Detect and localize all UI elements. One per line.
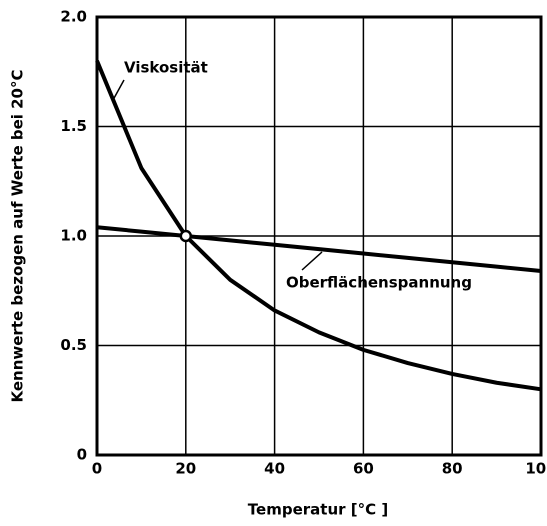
x-axis-label: Temperatur [°C ] xyxy=(248,501,388,519)
line-series xyxy=(95,60,542,392)
reference-point xyxy=(179,229,193,243)
leader-line xyxy=(301,251,323,271)
x-tick-label: 80 xyxy=(442,460,463,478)
y-tick-label: 1.0 xyxy=(60,227,87,245)
x-tick-label: 0 xyxy=(92,460,102,478)
y-tick-label: 1.5 xyxy=(60,117,87,135)
plot-frame xyxy=(95,15,543,457)
x-tick-label: 60 xyxy=(353,460,374,478)
x-tick-label: 40 xyxy=(264,460,285,478)
y-tick-label: 0 xyxy=(77,446,87,464)
leader-line xyxy=(112,79,125,101)
x-tick-label: 20 xyxy=(175,460,196,478)
y-tick-label: 2.0 xyxy=(60,8,87,26)
series-label: Viskosität xyxy=(124,59,208,77)
series-label: Oberflächenspannung xyxy=(286,274,472,292)
x-tick-label: 100 xyxy=(525,460,547,478)
y-tick-label: 0.5 xyxy=(60,336,87,354)
y-axis-label: Kennwerte bezogen auf Werte bei 20°C xyxy=(9,70,27,403)
line-series xyxy=(96,225,542,274)
